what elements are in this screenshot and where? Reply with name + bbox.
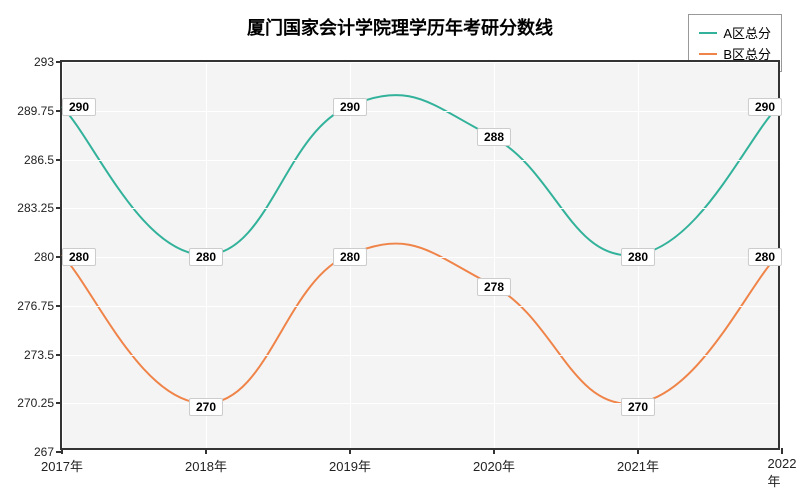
- x-axis-label: 2021年: [617, 456, 659, 475]
- series-line: [62, 244, 778, 404]
- legend-label: A区总分: [723, 23, 771, 42]
- chart-title: 厦门国家会计学院理学历年考研分数线: [0, 14, 800, 40]
- x-axis-tick: [493, 448, 495, 454]
- y-axis-label: 280: [34, 250, 54, 264]
- gridline-horizontal: [62, 403, 778, 404]
- legend-swatch-b: [699, 53, 717, 55]
- plot-area: 267270.25273.5276.75280283.25286.5289.75…: [60, 60, 780, 450]
- data-point-label: 280: [621, 248, 655, 266]
- data-point-label: 288: [477, 128, 511, 146]
- data-point-label: 280: [748, 248, 782, 266]
- data-point-label: 280: [62, 248, 96, 266]
- y-axis-label: 270.25: [17, 396, 54, 410]
- x-axis-tick: [349, 448, 351, 454]
- x-axis-tick: [205, 448, 207, 454]
- chart-container: 厦门国家会计学院理学历年考研分数线 A区总分 B区总分 267270.25273…: [0, 0, 800, 500]
- x-axis-label: 2018年: [185, 456, 227, 475]
- gridline-horizontal: [62, 111, 778, 112]
- x-axis-label: 2017年: [41, 456, 83, 475]
- gridline-horizontal: [62, 62, 778, 63]
- series-line: [62, 95, 778, 255]
- x-axis-tick: [637, 448, 639, 454]
- gridline-horizontal: [62, 208, 778, 209]
- y-axis-label: 293: [34, 55, 54, 69]
- gridline-horizontal: [62, 355, 778, 356]
- y-axis-label: 286.5: [24, 153, 54, 167]
- y-axis-label: 283.25: [17, 201, 54, 215]
- legend-swatch-a: [699, 32, 717, 34]
- y-axis-label: 289.75: [17, 104, 54, 118]
- gridline-vertical: [782, 62, 783, 448]
- data-point-label: 270: [189, 398, 223, 416]
- gridline-horizontal: [62, 257, 778, 258]
- x-axis-label: 2020年: [473, 456, 515, 475]
- y-axis-label: 276.75: [17, 299, 54, 313]
- gridline-horizontal: [62, 306, 778, 307]
- data-point-label: 290: [333, 98, 367, 116]
- x-axis-tick: [781, 448, 783, 454]
- data-point-label: 278: [477, 278, 511, 296]
- gridline-horizontal: [62, 452, 778, 453]
- legend-item: A区总分: [699, 23, 771, 42]
- x-axis-label: 2022年: [768, 456, 797, 490]
- data-point-label: 290: [62, 98, 96, 116]
- data-point-label: 270: [621, 398, 655, 416]
- data-point-label: 280: [189, 248, 223, 266]
- gridline-vertical: [494, 62, 495, 448]
- line-layer: [62, 62, 778, 448]
- y-axis-label: 273.5: [24, 348, 54, 362]
- gridline-horizontal: [62, 160, 778, 161]
- x-axis-label: 2019年: [329, 456, 371, 475]
- x-axis-tick: [61, 448, 63, 454]
- data-point-label: 290: [748, 98, 782, 116]
- data-point-label: 280: [333, 248, 367, 266]
